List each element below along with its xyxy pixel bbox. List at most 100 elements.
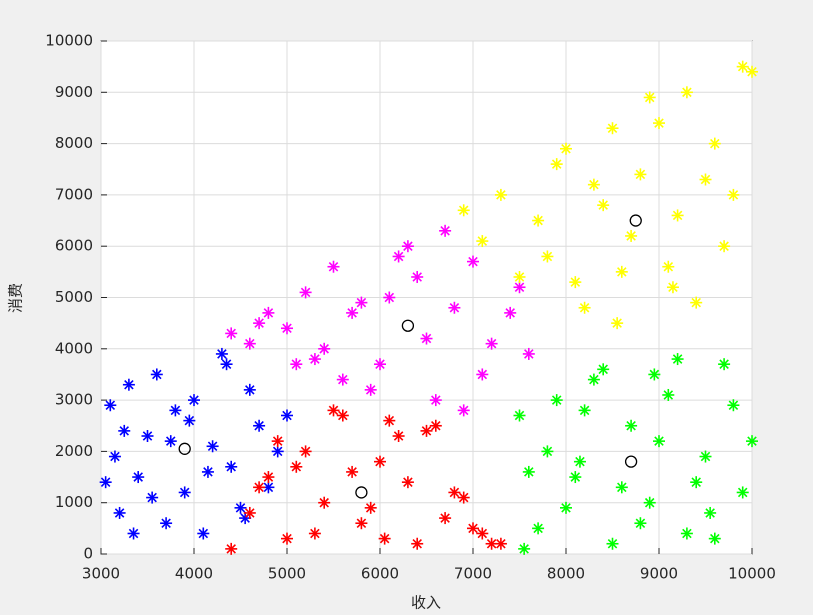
point	[587, 178, 600, 191]
point-stroke	[282, 533, 292, 544]
point	[560, 501, 572, 514]
point	[518, 542, 531, 555]
point	[225, 460, 238, 473]
point-stroke	[612, 318, 622, 328]
point-stroke	[393, 251, 404, 262]
point	[671, 209, 684, 222]
point	[606, 537, 619, 550]
point	[634, 517, 647, 530]
point-stroke	[338, 410, 348, 421]
x-tick-label: 7000	[454, 565, 492, 583]
point-stroke	[100, 477, 111, 487]
point	[220, 358, 233, 371]
point-stroke	[440, 513, 450, 523]
point	[346, 306, 359, 319]
point	[215, 347, 228, 360]
point-stroke	[449, 487, 460, 498]
point	[699, 173, 712, 186]
point	[625, 229, 638, 242]
point-stroke	[142, 431, 153, 441]
point	[494, 537, 507, 550]
point	[411, 270, 424, 283]
point-stroke	[226, 462, 236, 472]
point	[578, 301, 591, 314]
point-stroke	[170, 405, 181, 416]
point-stroke	[486, 538, 497, 549]
point-stroke	[328, 261, 339, 272]
point-stroke	[682, 528, 692, 539]
point	[299, 445, 312, 458]
point-stroke	[235, 503, 246, 513]
point-stroke	[551, 395, 562, 405]
point-stroke	[310, 354, 320, 364]
point-stroke	[626, 231, 636, 241]
point-stroke	[310, 528, 320, 539]
point	[457, 204, 470, 217]
point	[243, 506, 256, 519]
point-stroke	[533, 523, 543, 534]
point-stroke	[570, 277, 581, 287]
point	[615, 265, 628, 278]
point	[746, 65, 758, 78]
point-stroke	[272, 446, 283, 457]
point-stroke	[519, 544, 529, 554]
point	[718, 358, 731, 371]
point-stroke	[551, 159, 562, 169]
point	[643, 496, 656, 509]
point-stroke	[375, 359, 385, 369]
point	[597, 363, 610, 376]
point-stroke	[379, 533, 390, 544]
point-stroke	[198, 528, 209, 539]
point	[188, 394, 200, 407]
point	[99, 476, 112, 489]
point	[234, 501, 247, 514]
point-stroke	[412, 272, 422, 282]
point	[308, 527, 321, 540]
point	[457, 404, 470, 417]
point-stroke	[207, 441, 218, 452]
point	[522, 465, 535, 478]
point	[727, 399, 740, 412]
x-tick-label: 3000	[82, 565, 120, 583]
point-stroke	[300, 446, 311, 457]
point	[374, 358, 386, 371]
point	[634, 168, 647, 181]
point-stroke	[458, 492, 469, 503]
point	[573, 455, 586, 468]
point	[457, 491, 470, 504]
point	[420, 332, 433, 345]
centroid	[401, 319, 415, 332]
point-stroke	[728, 190, 739, 200]
point	[476, 368, 489, 381]
point-stroke	[561, 143, 571, 154]
point-stroke	[272, 436, 283, 446]
point-stroke	[347, 308, 357, 318]
point-stroke	[719, 241, 729, 251]
point-stroke	[124, 379, 134, 390]
point-stroke	[644, 497, 655, 508]
point-stroke	[561, 503, 571, 513]
centroid	[355, 486, 368, 499]
point	[532, 522, 545, 535]
point-stroke	[319, 344, 329, 354]
point	[104, 399, 117, 412]
point	[178, 486, 191, 499]
point	[467, 522, 479, 535]
point-stroke	[700, 174, 711, 185]
point-stroke	[579, 405, 590, 416]
point-stroke	[161, 518, 171, 528]
point	[485, 337, 498, 350]
point-stroke	[254, 482, 264, 493]
point-stroke	[375, 456, 385, 467]
point	[504, 306, 517, 319]
point-stroke	[486, 338, 497, 349]
point	[690, 296, 703, 309]
point	[513, 270, 526, 283]
point-stroke	[221, 359, 232, 369]
point-stroke	[496, 190, 506, 200]
point-stroke	[579, 302, 590, 313]
point	[708, 532, 721, 545]
point	[560, 142, 572, 155]
point-stroke	[514, 282, 525, 293]
